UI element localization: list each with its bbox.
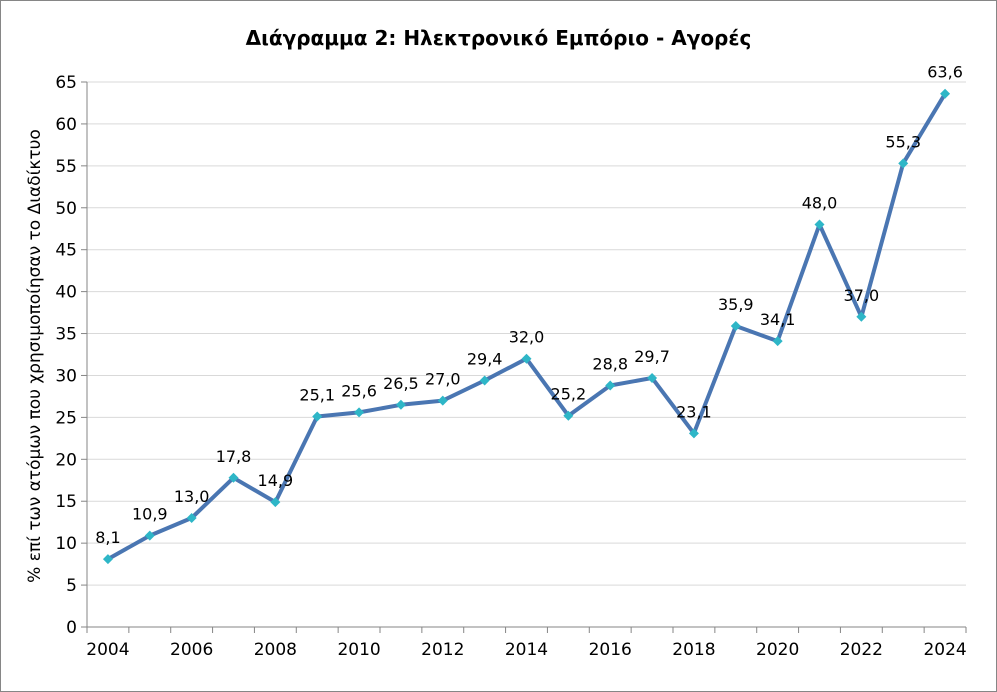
y-tick-label: 55 bbox=[55, 157, 77, 177]
x-tick-label: 2022 bbox=[840, 640, 883, 660]
data-label: 25,6 bbox=[341, 381, 377, 400]
x-tick-label: 2004 bbox=[86, 640, 129, 660]
data-label: 63,6 bbox=[927, 63, 963, 82]
data-point bbox=[437, 395, 448, 406]
data-label: 25,1 bbox=[299, 386, 335, 405]
x-tick-labels: 2004 2006 2008 2010 2012 2014 2016 2018 2020 2022… bbox=[86, 640, 966, 660]
data-label: 48,0 bbox=[802, 194, 838, 213]
y-tick-label: 20 bbox=[55, 450, 77, 470]
x-tick-label: 2006 bbox=[170, 640, 213, 660]
data-label: 23,1 bbox=[676, 402, 712, 421]
data-label: 28,8 bbox=[592, 355, 628, 374]
data-point bbox=[563, 410, 574, 421]
data-label: 13,0 bbox=[174, 487, 210, 506]
data-label: 29,7 bbox=[634, 347, 670, 366]
data-label: 8,1 bbox=[95, 528, 120, 547]
data-label: 26,5 bbox=[383, 374, 419, 393]
data-point bbox=[102, 554, 113, 565]
y-tick-label: 65 bbox=[55, 73, 77, 93]
data-label: 32,0 bbox=[509, 328, 545, 347]
x-tick-label: 2010 bbox=[337, 640, 380, 660]
series-group bbox=[102, 88, 951, 565]
data-point bbox=[647, 372, 658, 383]
y-tick-label: 35 bbox=[55, 325, 77, 345]
data-label: 25,2 bbox=[551, 385, 587, 404]
data-label: 35,9 bbox=[718, 295, 754, 314]
data-label: 10,9 bbox=[132, 505, 168, 524]
data-point bbox=[772, 336, 783, 347]
y-tick-label: 15 bbox=[55, 492, 77, 512]
data-point bbox=[521, 353, 532, 364]
data-point bbox=[144, 530, 155, 541]
data-point bbox=[479, 375, 490, 386]
data-point bbox=[814, 219, 825, 230]
data-point bbox=[898, 158, 909, 169]
y-tick-label: 30 bbox=[55, 366, 77, 386]
data-point bbox=[354, 407, 365, 418]
x-tick-label: 2016 bbox=[589, 640, 632, 660]
data-point bbox=[395, 399, 406, 410]
data-point bbox=[688, 428, 699, 439]
x-tick-label: 2020 bbox=[756, 640, 799, 660]
data-labels: 8,1 10,9 13,0 17,8 14,9 25,1 25,6 26,5 27,0 29,4 3… bbox=[95, 63, 963, 547]
data-label: 29,4 bbox=[467, 349, 503, 368]
x-tick-label: 2008 bbox=[254, 640, 297, 660]
x-tick-label: 2014 bbox=[505, 640, 548, 660]
y-tick-label: 10 bbox=[55, 534, 77, 554]
data-label: 17,8 bbox=[216, 447, 252, 466]
y-tick-label: 0 bbox=[66, 618, 77, 638]
data-label: 55,3 bbox=[885, 132, 921, 151]
data-label: 27,0 bbox=[425, 370, 461, 389]
y-tick-label: 50 bbox=[55, 199, 77, 219]
data-point bbox=[940, 88, 951, 99]
y-tick-label: 45 bbox=[55, 241, 77, 261]
axes bbox=[81, 81, 967, 633]
data-point bbox=[730, 320, 741, 331]
data-point bbox=[228, 472, 239, 483]
gridlines bbox=[87, 81, 966, 586]
y-tick-label: 25 bbox=[55, 408, 77, 428]
data-label: 34,1 bbox=[760, 310, 796, 329]
data-label: 14,9 bbox=[258, 471, 294, 490]
data-point bbox=[312, 411, 323, 422]
chart-title: Διάγραμμα 2: Ηλεκτρονικό Εμπόριο - Αγορέ… bbox=[245, 26, 752, 50]
data-point bbox=[270, 497, 281, 508]
x-tick-label: 2024 bbox=[923, 640, 966, 660]
y-tick-label: 40 bbox=[55, 283, 77, 303]
data-point bbox=[856, 311, 867, 322]
x-tick-label: 2018 bbox=[672, 640, 715, 660]
x-tick-label: 2012 bbox=[421, 640, 464, 660]
y-tick-labels: 0 5 10 15 20 25 30 35 40 45 50 55 60 65 bbox=[55, 73, 77, 638]
series-line bbox=[105, 91, 948, 562]
data-point bbox=[605, 380, 616, 391]
y-tick-label: 60 bbox=[55, 115, 77, 135]
y-tick-label: 5 bbox=[66, 576, 77, 596]
data-point bbox=[186, 513, 197, 523]
data-label: 37,0 bbox=[844, 286, 880, 305]
